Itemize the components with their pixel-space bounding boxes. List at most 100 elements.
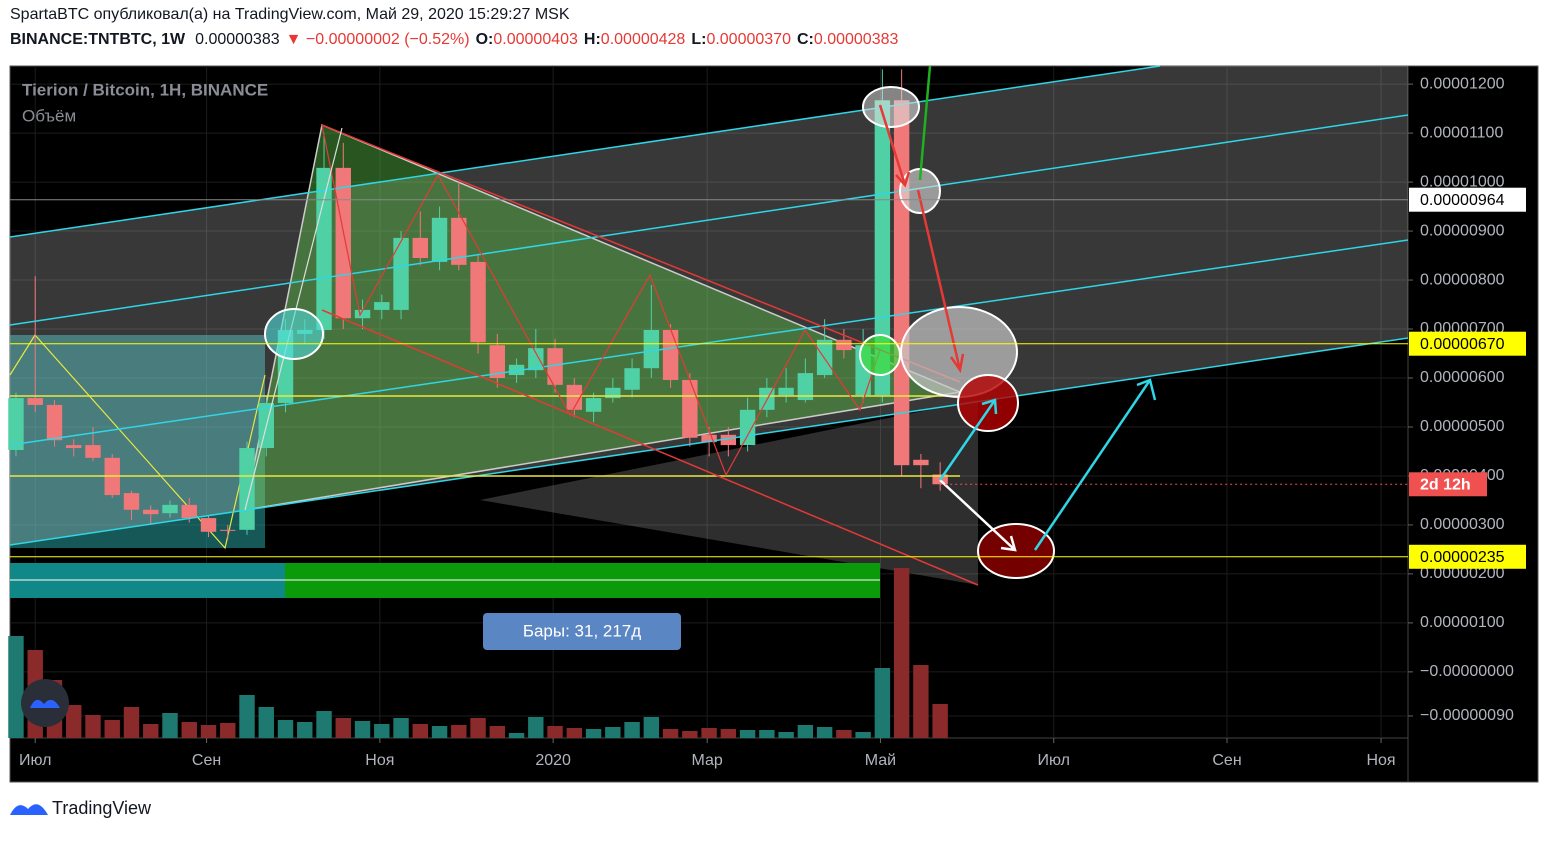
x-tick-label: Сен [1212, 752, 1241, 769]
volume-bar [566, 728, 583, 738]
volume-bar [797, 725, 814, 738]
volume-bar [855, 732, 871, 738]
measure-box [483, 613, 681, 650]
volume-bar [739, 730, 756, 738]
price-label-bg [1409, 187, 1526, 212]
y-tick-label: 0.00000200 [1420, 565, 1505, 582]
volume-bar [547, 726, 563, 738]
volume-bar [662, 729, 679, 738]
zigzag [321, 124, 881, 477]
volume-bar [181, 722, 197, 738]
ohlc-key: H: [584, 31, 601, 48]
volume-bar [720, 729, 737, 738]
candle-body [316, 167, 332, 330]
x-tick-label: 2020 [535, 752, 571, 769]
candle-body [431, 217, 448, 262]
channel-line [9, 337, 1409, 546]
volume-bar [816, 727, 833, 738]
volume-bar [85, 715, 101, 738]
candle-body [393, 237, 409, 310]
candle-body [682, 379, 698, 438]
volume-bar [354, 721, 371, 738]
ellipse [862, 86, 920, 128]
countdown-label: 2d 12h [1420, 477, 1471, 494]
x-tick-label: Мар [692, 752, 723, 769]
candle-body [605, 387, 621, 399]
candle-body [547, 348, 563, 385]
candle-body [27, 398, 43, 405]
volume-bar [913, 665, 929, 738]
measure-label: Бары: 31, 217д [523, 621, 641, 640]
volume-bar [123, 707, 140, 738]
candle-body [528, 348, 544, 371]
volume-bar [104, 720, 120, 738]
candle-body [643, 330, 660, 369]
volume-bar [932, 704, 948, 738]
volume-bar [162, 713, 178, 738]
candle-body [624, 368, 640, 390]
candle-body [470, 261, 486, 343]
volume-bar [893, 568, 910, 738]
volume-bar [624, 722, 640, 738]
candle-body [8, 398, 24, 450]
ohlc-value: 0.00000403 [493, 31, 578, 48]
candle-body [913, 459, 929, 466]
candle-body [143, 509, 159, 515]
candle-body [200, 518, 217, 532]
volume-bar [874, 668, 891, 738]
candle-body [566, 384, 583, 410]
ohlc-value: 0.00000370 [706, 31, 791, 48]
y-tick-label: −0.00000090 [1420, 707, 1514, 724]
y-tick-label: 0.00000900 [1420, 222, 1505, 239]
volume-bar [316, 711, 332, 738]
candle-body [85, 445, 101, 458]
volume-bar [585, 729, 602, 738]
arrow [878, 104, 911, 188]
channel-line [9, 65, 1161, 238]
candle-body [66, 445, 82, 449]
volume-bar [393, 718, 409, 738]
volume-bar [220, 723, 236, 738]
volume-bar [489, 726, 506, 738]
volume-bar [528, 717, 544, 738]
y-tick-label: 0.00000100 [1420, 614, 1505, 631]
ohlc-key: L: [691, 31, 706, 48]
candle-body [778, 387, 794, 396]
arrow [938, 398, 998, 481]
trend-line [918, 65, 932, 181]
volume-bar [335, 718, 351, 738]
x-tick-label: Ноя [1366, 752, 1395, 769]
x-tick-label: Сен [192, 752, 221, 769]
candle-body [162, 504, 178, 514]
volume-bar [374, 724, 390, 738]
change: ▼ −0.00000002 (−0.52%) [286, 31, 470, 48]
candle-body [739, 409, 756, 446]
candle-body [701, 434, 717, 443]
volume-bar [451, 725, 467, 738]
volume-bar [470, 718, 486, 738]
arrow [939, 479, 1017, 552]
annotations: Бары: 31, 217д Tierion / Bitcoin, 1H, BI… [9, 65, 1409, 727]
volume-bar [701, 728, 717, 738]
candle-body [585, 398, 602, 412]
y-tick-label: 0.00001100 [1420, 124, 1503, 141]
zone [480, 400, 978, 585]
volume-bar [508, 733, 525, 738]
publish-info: SpartaBTC опубликовал(а) на TradingView.… [10, 6, 570, 23]
candle-body [508, 364, 525, 376]
volume-bar [258, 707, 274, 738]
volume-bar [143, 724, 159, 738]
y-tick-label: 0.00000500 [1420, 418, 1505, 435]
ohlc-key: C: [797, 31, 814, 48]
candle-body [181, 504, 197, 519]
candle-body [239, 448, 255, 530]
candle-body [412, 237, 428, 258]
volume-bar [239, 695, 255, 738]
legend-title: Tierion / Bitcoin, 1H, BINANCE [22, 80, 268, 99]
volume-bar [66, 705, 82, 738]
volume-bar [682, 731, 698, 738]
price-label: 0.00000964 [1420, 192, 1505, 209]
wedge-line [321, 124, 961, 383]
volume-bar [277, 720, 294, 738]
